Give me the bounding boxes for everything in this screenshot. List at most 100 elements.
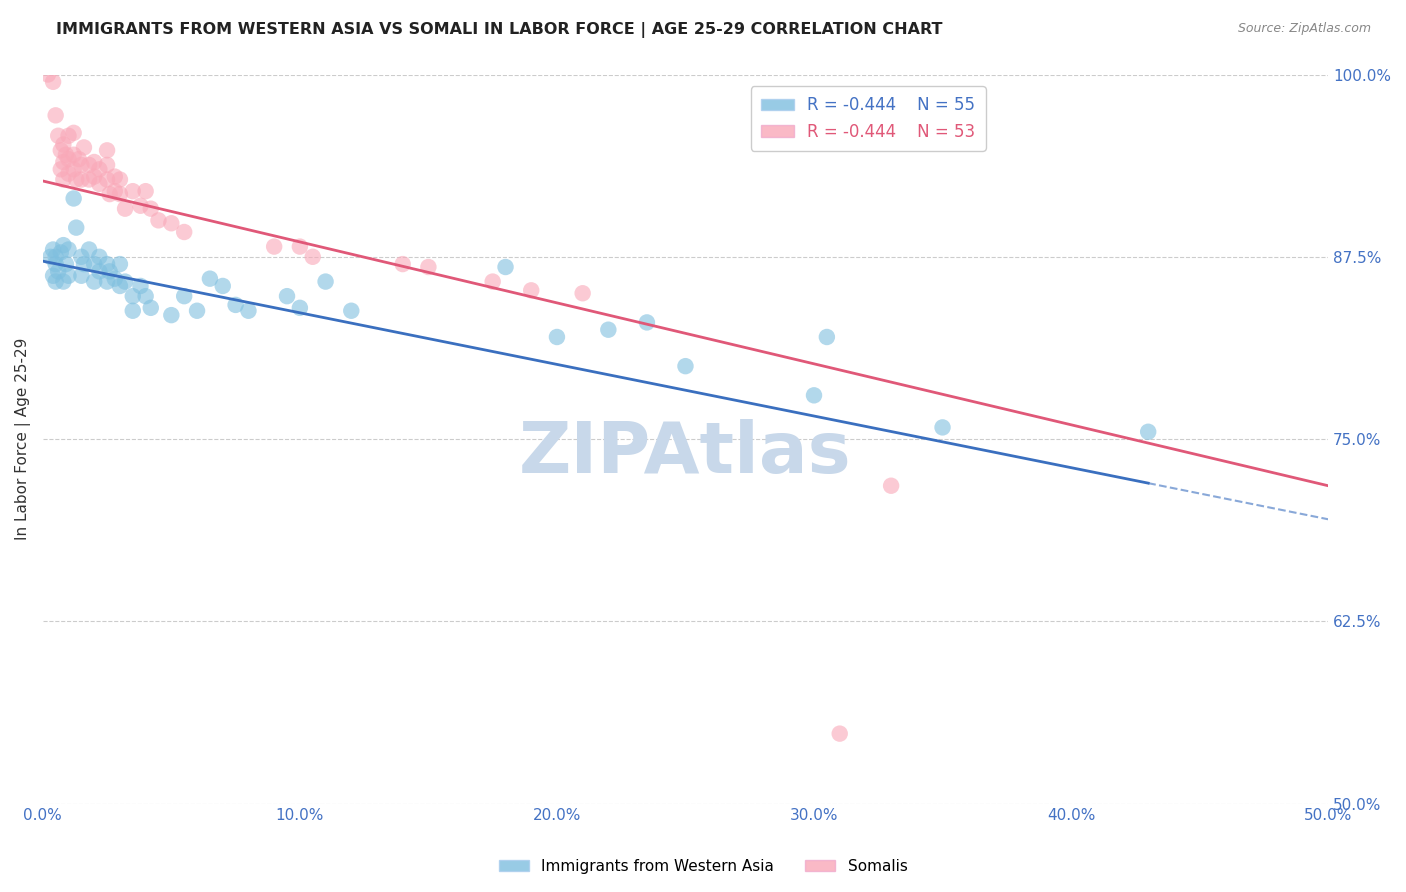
- Point: [58, 268, 80, 283]
- Point: [49, 144, 72, 158]
- Point: [77, 172, 100, 186]
- Point: [598, 323, 620, 337]
- Point: [89, 250, 111, 264]
- Point: [931, 420, 953, 434]
- Point: [96, 144, 118, 158]
- Point: [73, 257, 96, 271]
- Point: [186, 303, 208, 318]
- Point: [70, 172, 93, 186]
- Point: [121, 303, 143, 318]
- Point: [58, 128, 80, 143]
- Point: [108, 279, 131, 293]
- Point: [65, 220, 87, 235]
- Y-axis label: In Labor Force | Age 25-29: In Labor Force | Age 25-29: [15, 338, 31, 541]
- Point: [198, 271, 221, 285]
- Point: [70, 268, 93, 283]
- Point: [83, 275, 105, 289]
- Point: [83, 257, 105, 271]
- Point: [42, 268, 65, 283]
- Point: [52, 238, 75, 252]
- Point: [173, 289, 195, 303]
- Point: [828, 726, 851, 740]
- Point: [58, 167, 80, 181]
- Point: [135, 184, 157, 198]
- Point: [225, 298, 247, 312]
- Point: [121, 289, 143, 303]
- Point: [58, 152, 80, 166]
- Point: [238, 303, 260, 318]
- Point: [46, 264, 69, 278]
- Point: [815, 330, 838, 344]
- Point: [70, 158, 93, 172]
- Point: [49, 245, 72, 260]
- Point: [73, 140, 96, 154]
- Point: [391, 257, 413, 271]
- Point: [98, 187, 121, 202]
- Point: [276, 289, 298, 303]
- Point: [263, 239, 285, 253]
- Point: [89, 162, 111, 177]
- Point: [39, 250, 62, 264]
- Point: [104, 184, 127, 198]
- Point: [62, 126, 84, 140]
- Point: [55, 147, 77, 161]
- Point: [114, 275, 136, 289]
- Point: [135, 289, 157, 303]
- Legend: R = -0.444    N = 55, R = -0.444    N = 53: R = -0.444 N = 55, R = -0.444 N = 53: [751, 87, 986, 151]
- Point: [67, 152, 90, 166]
- Point: [288, 239, 311, 253]
- Point: [495, 260, 517, 274]
- Point: [62, 147, 84, 161]
- Point: [89, 177, 111, 191]
- Point: [98, 264, 121, 278]
- Point: [108, 257, 131, 271]
- Point: [139, 202, 162, 216]
- Point: [77, 158, 100, 172]
- Point: [108, 172, 131, 186]
- Point: [96, 172, 118, 186]
- Point: [139, 301, 162, 315]
- Point: [96, 275, 118, 289]
- Point: [62, 162, 84, 177]
- Point: [42, 75, 65, 89]
- Point: [114, 202, 136, 216]
- Point: [315, 275, 337, 289]
- Point: [58, 243, 80, 257]
- Point: [45, 108, 67, 122]
- Point: [45, 257, 67, 271]
- Point: [77, 243, 100, 257]
- Point: [129, 199, 152, 213]
- Point: [160, 308, 183, 322]
- Point: [83, 155, 105, 169]
- Point: [173, 225, 195, 239]
- Point: [83, 169, 105, 184]
- Text: Source: ZipAtlas.com: Source: ZipAtlas.com: [1237, 22, 1371, 36]
- Text: IMMIGRANTS FROM WESTERN ASIA VS SOMALI IN LABOR FORCE | AGE 25-29 CORRELATION CH: IMMIGRANTS FROM WESTERN ASIA VS SOMALI I…: [56, 22, 943, 38]
- Point: [104, 169, 127, 184]
- Point: [89, 264, 111, 278]
- Point: [803, 388, 825, 402]
- Point: [45, 250, 67, 264]
- Point: [481, 275, 503, 289]
- Point: [546, 330, 568, 344]
- Point: [340, 303, 363, 318]
- Point: [129, 279, 152, 293]
- Point: [520, 283, 543, 297]
- Point: [211, 279, 233, 293]
- Point: [65, 172, 87, 186]
- Point: [880, 479, 903, 493]
- Point: [571, 286, 593, 301]
- Point: [52, 155, 75, 169]
- Text: ZIPAtlas: ZIPAtlas: [519, 419, 852, 488]
- Point: [288, 301, 311, 315]
- Point: [52, 137, 75, 152]
- Point: [96, 158, 118, 172]
- Point: [160, 216, 183, 230]
- Point: [52, 172, 75, 186]
- Point: [1137, 425, 1160, 439]
- Point: [301, 250, 323, 264]
- Point: [55, 257, 77, 271]
- Point: [45, 275, 67, 289]
- Point: [675, 359, 697, 373]
- Point: [42, 243, 65, 257]
